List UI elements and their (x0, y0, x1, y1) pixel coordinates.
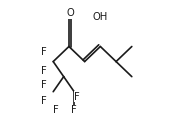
Text: F: F (41, 80, 47, 90)
Text: F: F (74, 92, 80, 102)
Text: O: O (66, 8, 74, 18)
Text: F: F (53, 105, 59, 115)
Text: F: F (41, 96, 47, 106)
Text: F: F (41, 47, 47, 57)
Text: OH: OH (93, 12, 108, 22)
Text: F: F (71, 105, 77, 115)
Text: F: F (41, 66, 47, 76)
